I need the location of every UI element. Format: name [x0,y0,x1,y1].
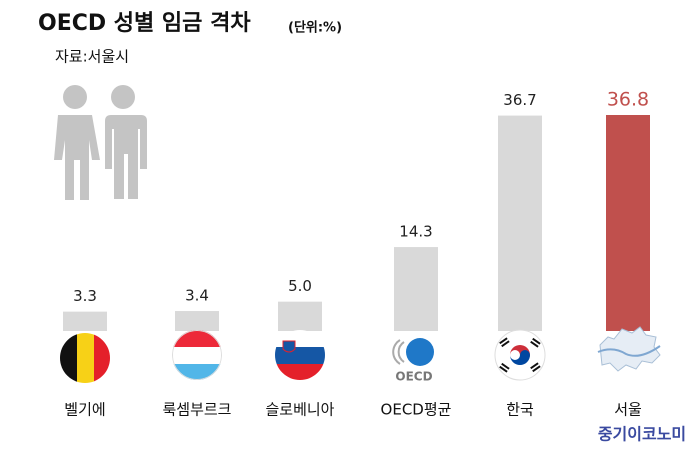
category-label: 서울 [614,401,642,419]
bar [394,247,438,331]
icons: OECD [60,326,661,384]
people-icon [54,85,147,200]
value-label: 36.7 [503,91,536,109]
seoul-map [597,326,661,372]
category-label: 벨기에 [64,401,105,419]
oecd-logo: OECD [392,338,434,384]
bar [606,115,650,331]
bar [63,311,107,331]
value-label: 5.0 [288,277,312,295]
source-note: 자료:서울시 [55,48,129,66]
svg-text:OECD: OECD [395,370,432,384]
belgium-flag [60,333,110,383]
value-label: 3.4 [185,287,209,305]
bar [278,301,322,331]
korea-flag [494,329,546,381]
category-label: 슬로베니아 [265,401,334,419]
value-label: 14.3 [399,223,432,241]
bars [63,115,650,331]
value-label: 36.8 [607,89,649,111]
watermark: 중기이코노미 [598,425,686,444]
slovenia-flag [275,330,325,380]
category-label: OECD평균 [381,401,452,419]
chart-title: OECD 성별 임금 격차 [38,11,251,36]
luxembourg-flag [172,330,222,380]
bar [175,311,219,331]
category-label: 룩셈부르크 [162,401,231,419]
value-label: 3.3 [73,287,97,305]
labels: 3.3 벨기에 3.4 룩셈부르크 5.0 슬로베니아 14.3 OECD평균 36.7 한국 36… [64,89,649,419]
unit-note: (단위:%) [288,20,342,36]
category-label: 한국 [506,401,534,419]
bar [498,115,542,331]
